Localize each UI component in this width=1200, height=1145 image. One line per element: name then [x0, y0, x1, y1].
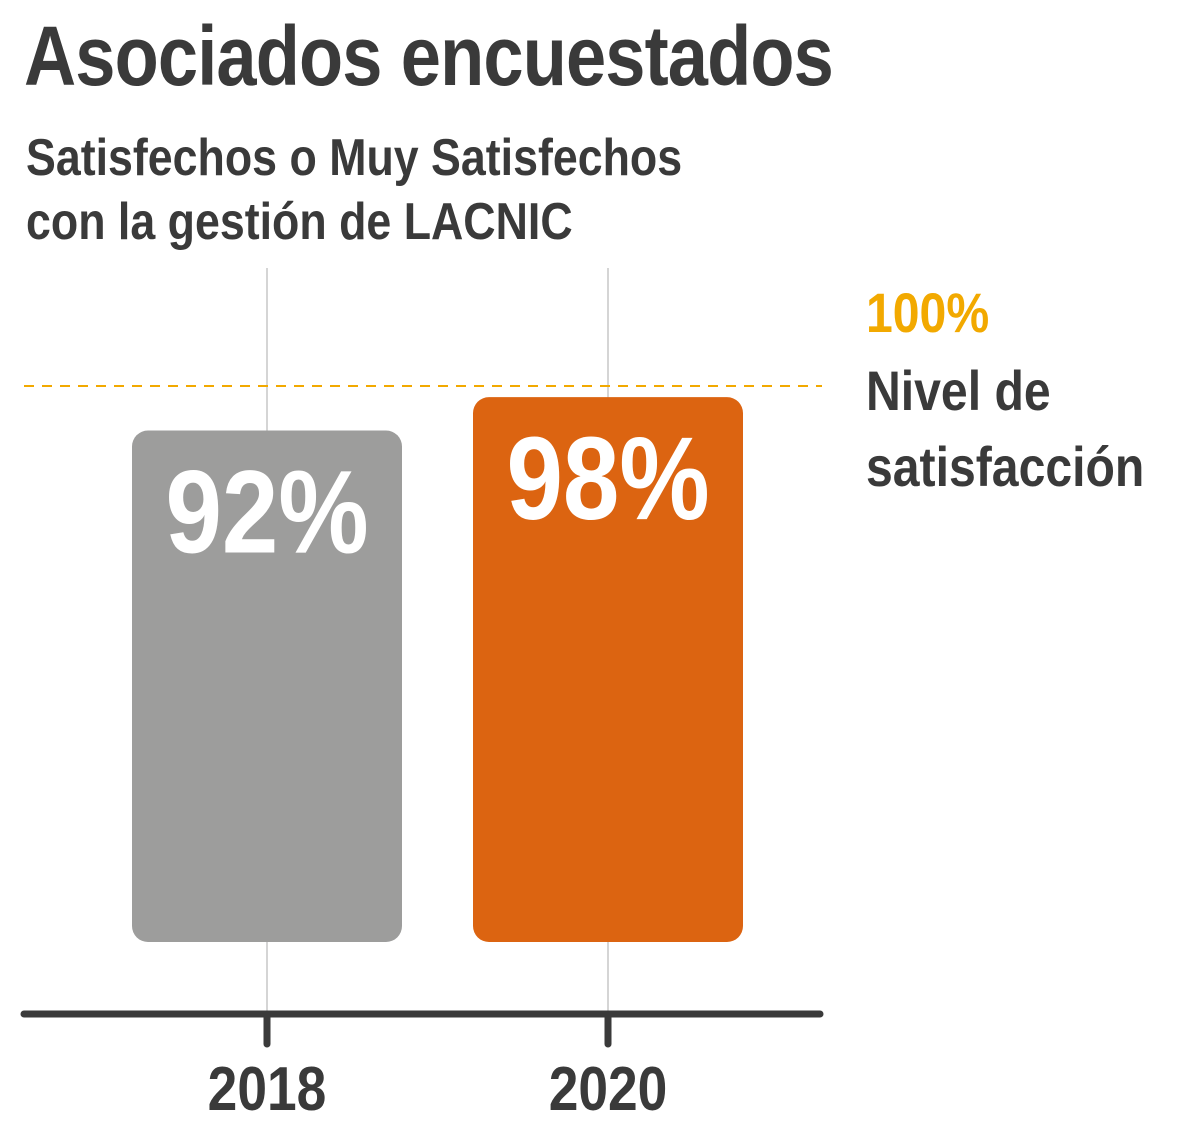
data-label-2020: 98% — [506, 413, 709, 545]
subtitle-line-2: con la gestión de LACNIC — [26, 193, 573, 251]
bar-2018 — [132, 430, 402, 942]
reference-value-label: 100% — [866, 283, 989, 345]
subtitle-line-1: Satisfechos o Muy Satisfechos — [26, 129, 683, 187]
reference-text-line-1: Nivel de — [866, 361, 1051, 423]
chart-subtitle: Satisfechos o Muy Satisfechos con la ges… — [26, 126, 682, 254]
x-tick-label-2020: 2020 — [549, 1055, 668, 1124]
data-label-2018: 92% — [165, 446, 368, 578]
bar-2020 — [473, 397, 743, 942]
chart-title: Asociados encuestados — [24, 9, 834, 103]
reference-text-line-2: satisfacción — [866, 437, 1144, 499]
x-tick-label-2018: 2018 — [208, 1055, 327, 1124]
